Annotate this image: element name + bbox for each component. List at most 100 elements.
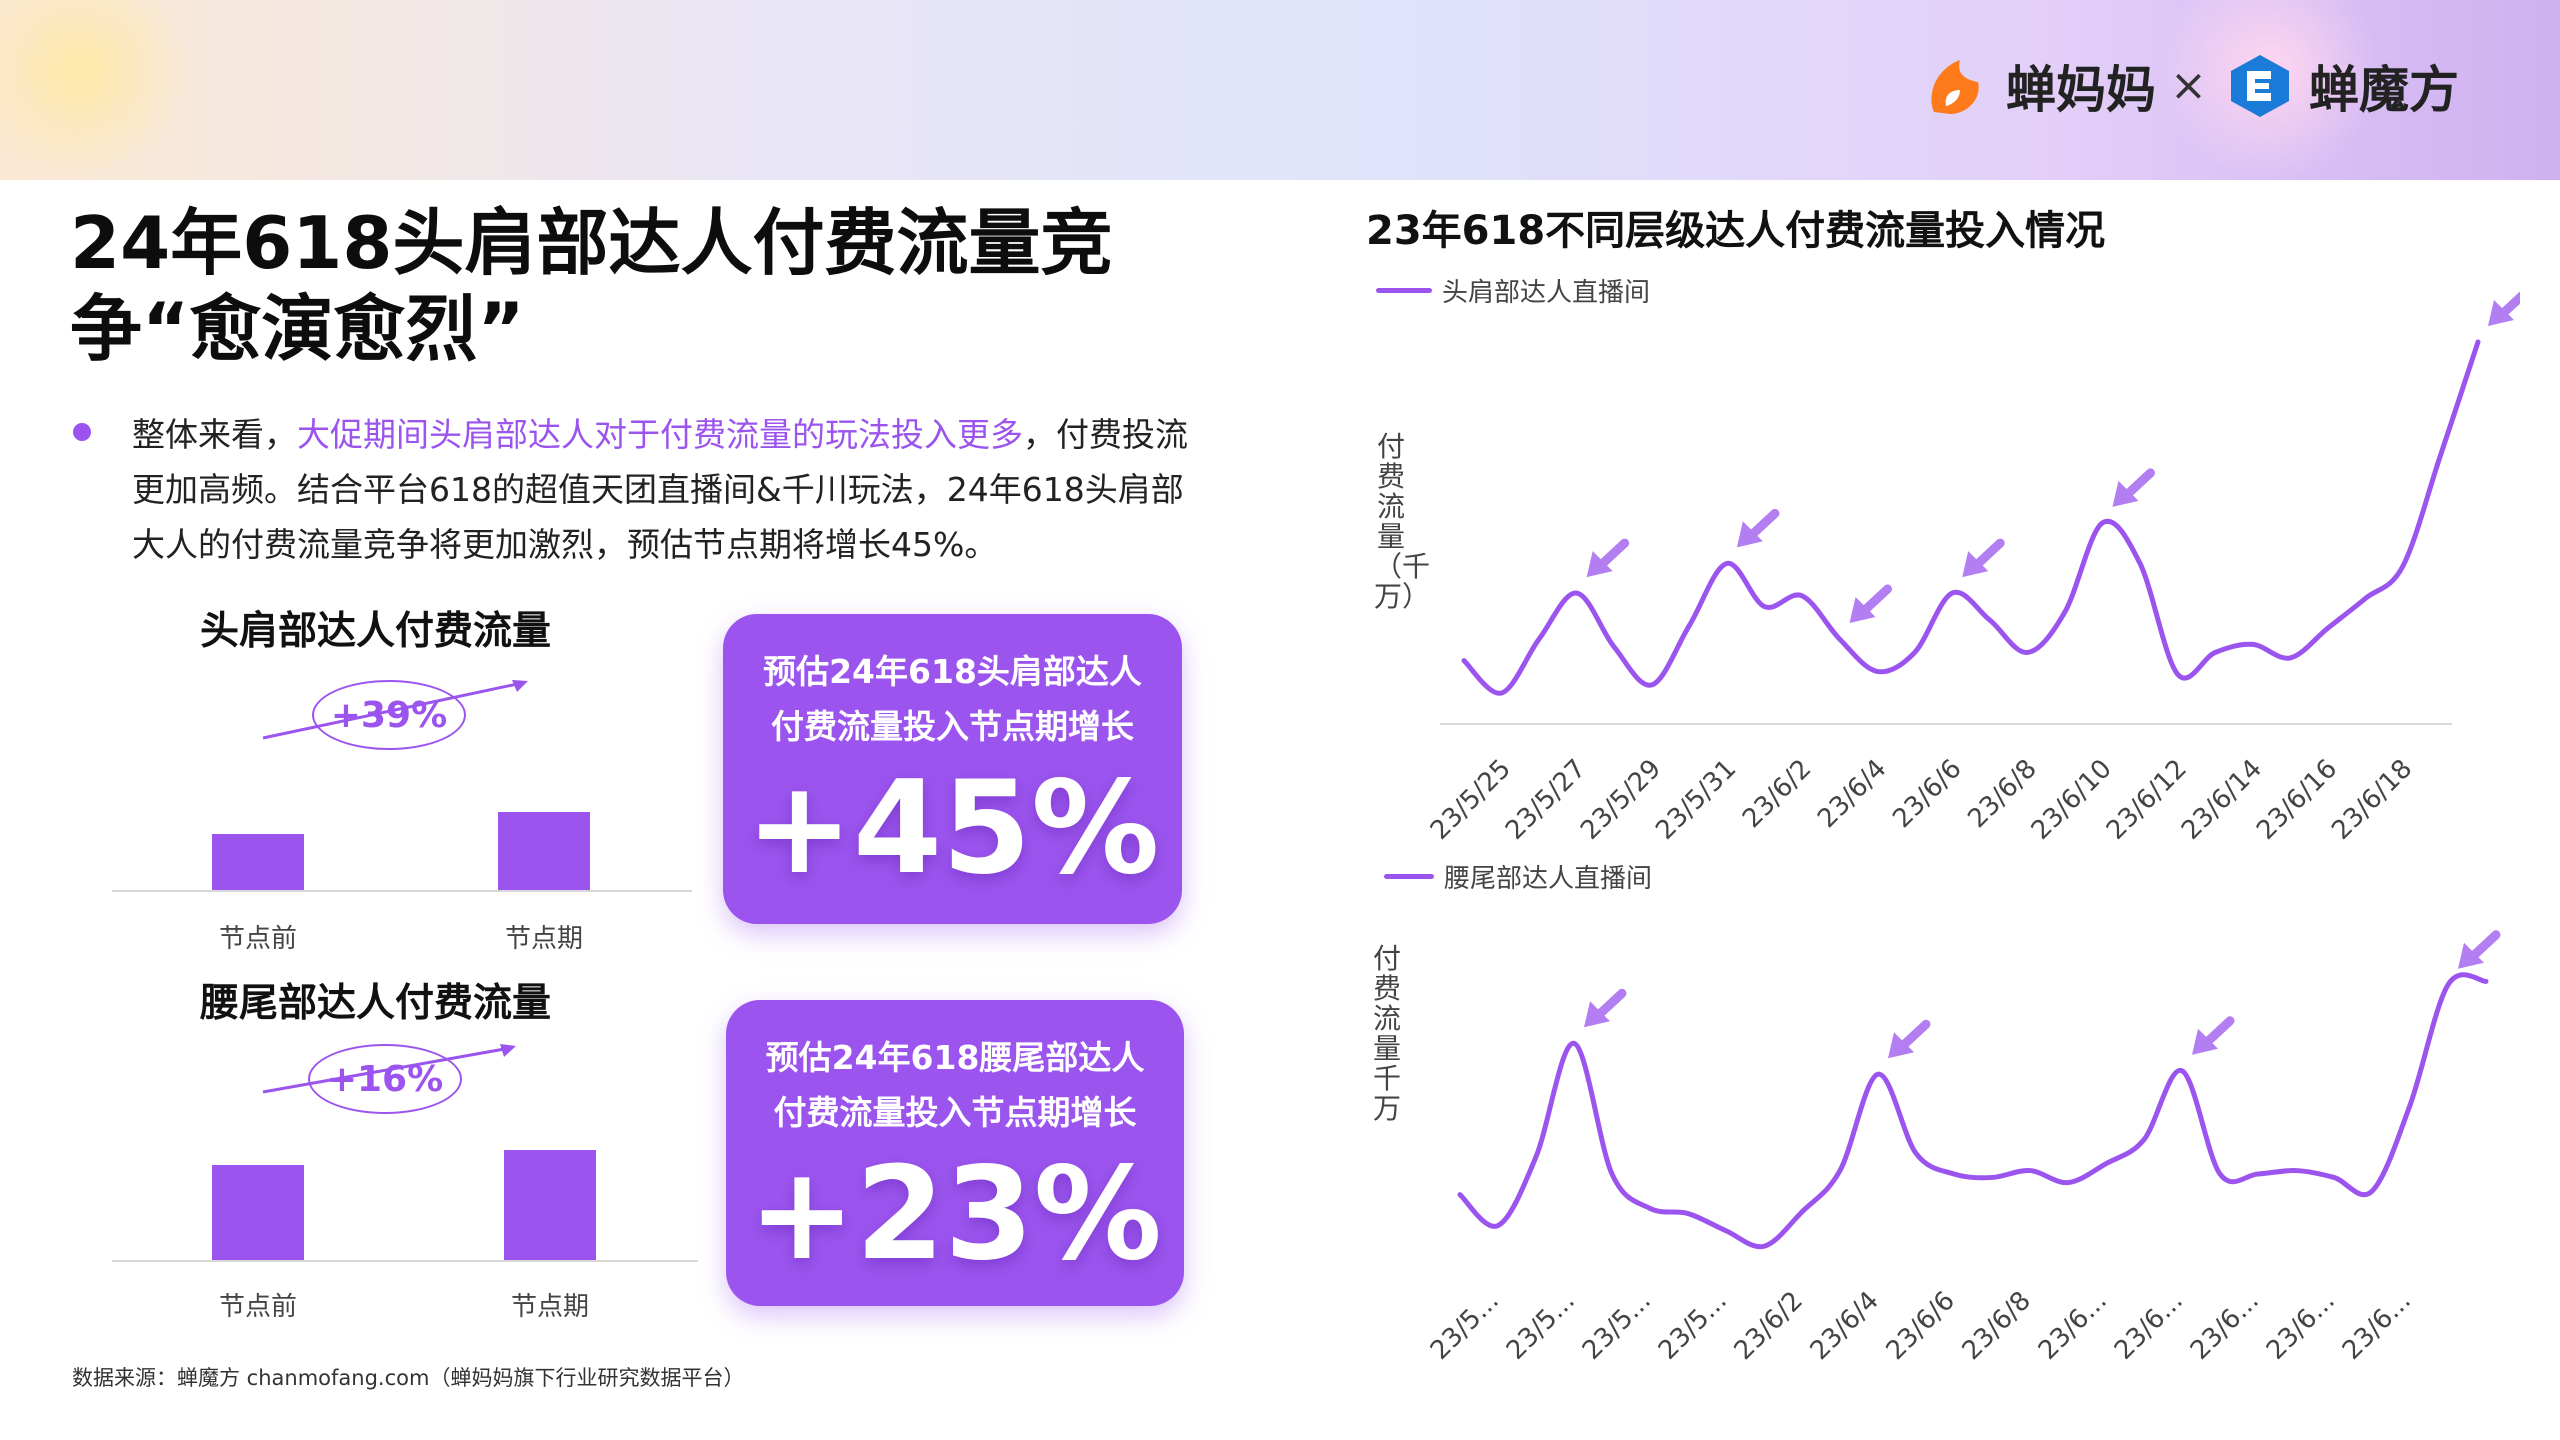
x-tick-label: 23/6/2	[1737, 754, 1817, 834]
x-tick-label: 23/6...	[2337, 1286, 2417, 1360]
head-cat-during: 节点期	[504, 924, 583, 954]
data-point	[1874, 669, 1880, 674]
x-tick-label: 23/5...	[1653, 1286, 1733, 1360]
data-point	[2100, 520, 2105, 526]
data-point	[1724, 561, 1730, 566]
data-point	[2062, 609, 2068, 615]
brand1-label: 蝉妈妈	[2006, 61, 2156, 119]
x-tick-label: 23/6/16	[2251, 754, 2343, 846]
data-point	[1762, 604, 1767, 609]
bullet-dot	[73, 423, 91, 441]
waist-card-line1: 预估24年618腰尾部达人	[765, 1038, 1145, 1077]
data-point	[2175, 671, 2180, 677]
chanmama-logo-icon	[1931, 60, 1979, 114]
data-source: 数据来源：蝉魔方 chanmofang.com（蝉妈妈旗下行业研究数据平台）	[72, 1366, 745, 1390]
data-point	[2325, 626, 2330, 631]
data-point	[1987, 617, 1992, 623]
x-tick-label: 23/6/6	[1887, 754, 1967, 834]
data-point	[2288, 655, 2293, 661]
brand-times-sign: ×	[2170, 60, 2207, 111]
data-point	[2293, 1168, 2299, 1173]
waist-card-line2: 付费流量投入节点期增长	[773, 1093, 1137, 1132]
x-tick-label: 23/6/12	[2101, 754, 2193, 846]
data-point	[2179, 1068, 2185, 1073]
data-point	[2065, 1180, 2071, 1185]
summary-prefix: 整体来看，	[132, 415, 297, 454]
brand-chanmofang: 蝉魔方	[2225, 50, 2459, 122]
summary-paragraph: 整体来看，大促期间头肩部达人对于付费流量的玩法投入更多，付费投流更加高频。结合平…	[132, 407, 1192, 572]
data-point	[2483, 979, 2489, 984]
data-point	[2255, 1171, 2261, 1177]
data-point	[2475, 339, 2481, 345]
x-tick-label: 23/6/8	[1957, 1286, 2037, 1360]
line-chart-bottom: 23/5...23/5...23/5...23/5...23/6/223/6/4…	[1425, 930, 2501, 1360]
data-point	[1799, 1209, 1805, 1215]
line-chart-top: 23/5/2523/5/2723/5/2923/5/3123/6/223/6/4…	[1425, 291, 2520, 846]
x-tick-label: 23/6/10	[2026, 754, 2118, 846]
data-point	[1951, 1171, 1957, 1177]
legend-waist-label: 腰尾部达人直播间	[1444, 864, 1653, 894]
waist-change-arrow	[262, 1044, 516, 1094]
data-point	[1647, 1206, 1653, 1211]
x-tick-label: 23/5/27	[1500, 754, 1592, 846]
data-point	[2363, 596, 2368, 601]
head-chart-title: 头肩部达人付费流量	[200, 609, 552, 654]
x-tick-label: 23/6/14	[2176, 754, 2268, 846]
legend-head-label: 头肩部达人直播间	[1442, 278, 1651, 308]
x-tick-label: 23/6/6	[1881, 1286, 1961, 1360]
data-point	[1912, 650, 1917, 655]
x-tick-label: 23/6/4	[1805, 1286, 1885, 1360]
head-chart-baseline	[112, 890, 692, 892]
waist-bar-before	[212, 1165, 304, 1260]
waist-forecast-card: 预估24年618腰尾部达人 付费流量投入节点期增长 +23%	[726, 1000, 1184, 1306]
data-point	[2400, 563, 2406, 569]
head-cat-before: 节点前	[218, 924, 297, 954]
data-point	[2217, 1171, 2223, 1177]
data-point	[1687, 623, 1692, 628]
head-bar-before	[212, 834, 304, 890]
data-point	[1533, 1154, 1539, 1159]
waist-card-value: +23%	[748, 1140, 1162, 1289]
head-forecast-card: 预估24年618头肩部达人 付费流量投入节点期增长 +45%	[723, 614, 1182, 924]
x-tick-label: 23/6...	[2185, 1286, 2265, 1360]
chanmofang-logo-icon	[2231, 55, 2289, 117]
data-point	[1612, 644, 1617, 650]
x-tick-label: 23/6...	[2261, 1286, 2341, 1360]
head-bar-during	[498, 812, 590, 890]
decor-blob-left	[0, 0, 200, 170]
data-point	[1461, 658, 1467, 663]
data-point	[1989, 1175, 1995, 1180]
series-line	[1461, 339, 2481, 696]
brand-chanmama: 蝉妈妈	[1920, 50, 2156, 122]
data-point	[1837, 636, 1842, 642]
waist-chart-baseline	[112, 1260, 698, 1262]
data-point	[2445, 982, 2451, 987]
head-change-badge: +39%	[312, 680, 466, 750]
x-tick-label: 23/5...	[1577, 1286, 1657, 1360]
x-tick-label: 23/5/25	[1425, 754, 1517, 846]
data-point	[1837, 1168, 1843, 1173]
data-point	[2027, 1168, 2033, 1173]
peak-arrow-icon	[2488, 291, 2520, 326]
peak-arrow-icon	[2458, 930, 2501, 969]
x-tick-label: 23/5...	[1501, 1286, 1581, 1360]
peak-arrow-icon	[1849, 584, 1893, 623]
peak-arrow-icon	[2112, 468, 2155, 507]
legend-head: 头肩部达人直播间	[1376, 272, 1650, 309]
peak-arrow-icon	[2192, 1016, 2235, 1055]
x-tick-label: 23/6/4	[1812, 754, 1892, 834]
data-point	[2141, 1137, 2147, 1142]
head-card-value: +45%	[745, 754, 1160, 903]
x-tick-label: 23/6...	[2033, 1286, 2113, 1360]
head-change-arrow	[262, 680, 528, 740]
legend-head-swatch	[1376, 288, 1432, 293]
data-point	[1457, 1192, 1463, 1197]
x-tick-label: 23/5/29	[1575, 754, 1667, 846]
waist-card-text: 预估24年618腰尾部达人 付费流量投入节点期增长	[726, 1030, 1184, 1140]
data-point	[1499, 690, 1504, 696]
page-title: 24年618头肩部达人付费流量竞争“愈演愈烈”	[70, 201, 1113, 371]
peak-arrow-icon	[1736, 508, 1780, 548]
summary-highlight: 大促期间头肩部达人对于付费流量的玩法投入更多	[297, 415, 1023, 454]
x-tick-label: 23/6/2	[1729, 1286, 1809, 1360]
data-point	[2137, 561, 2143, 566]
